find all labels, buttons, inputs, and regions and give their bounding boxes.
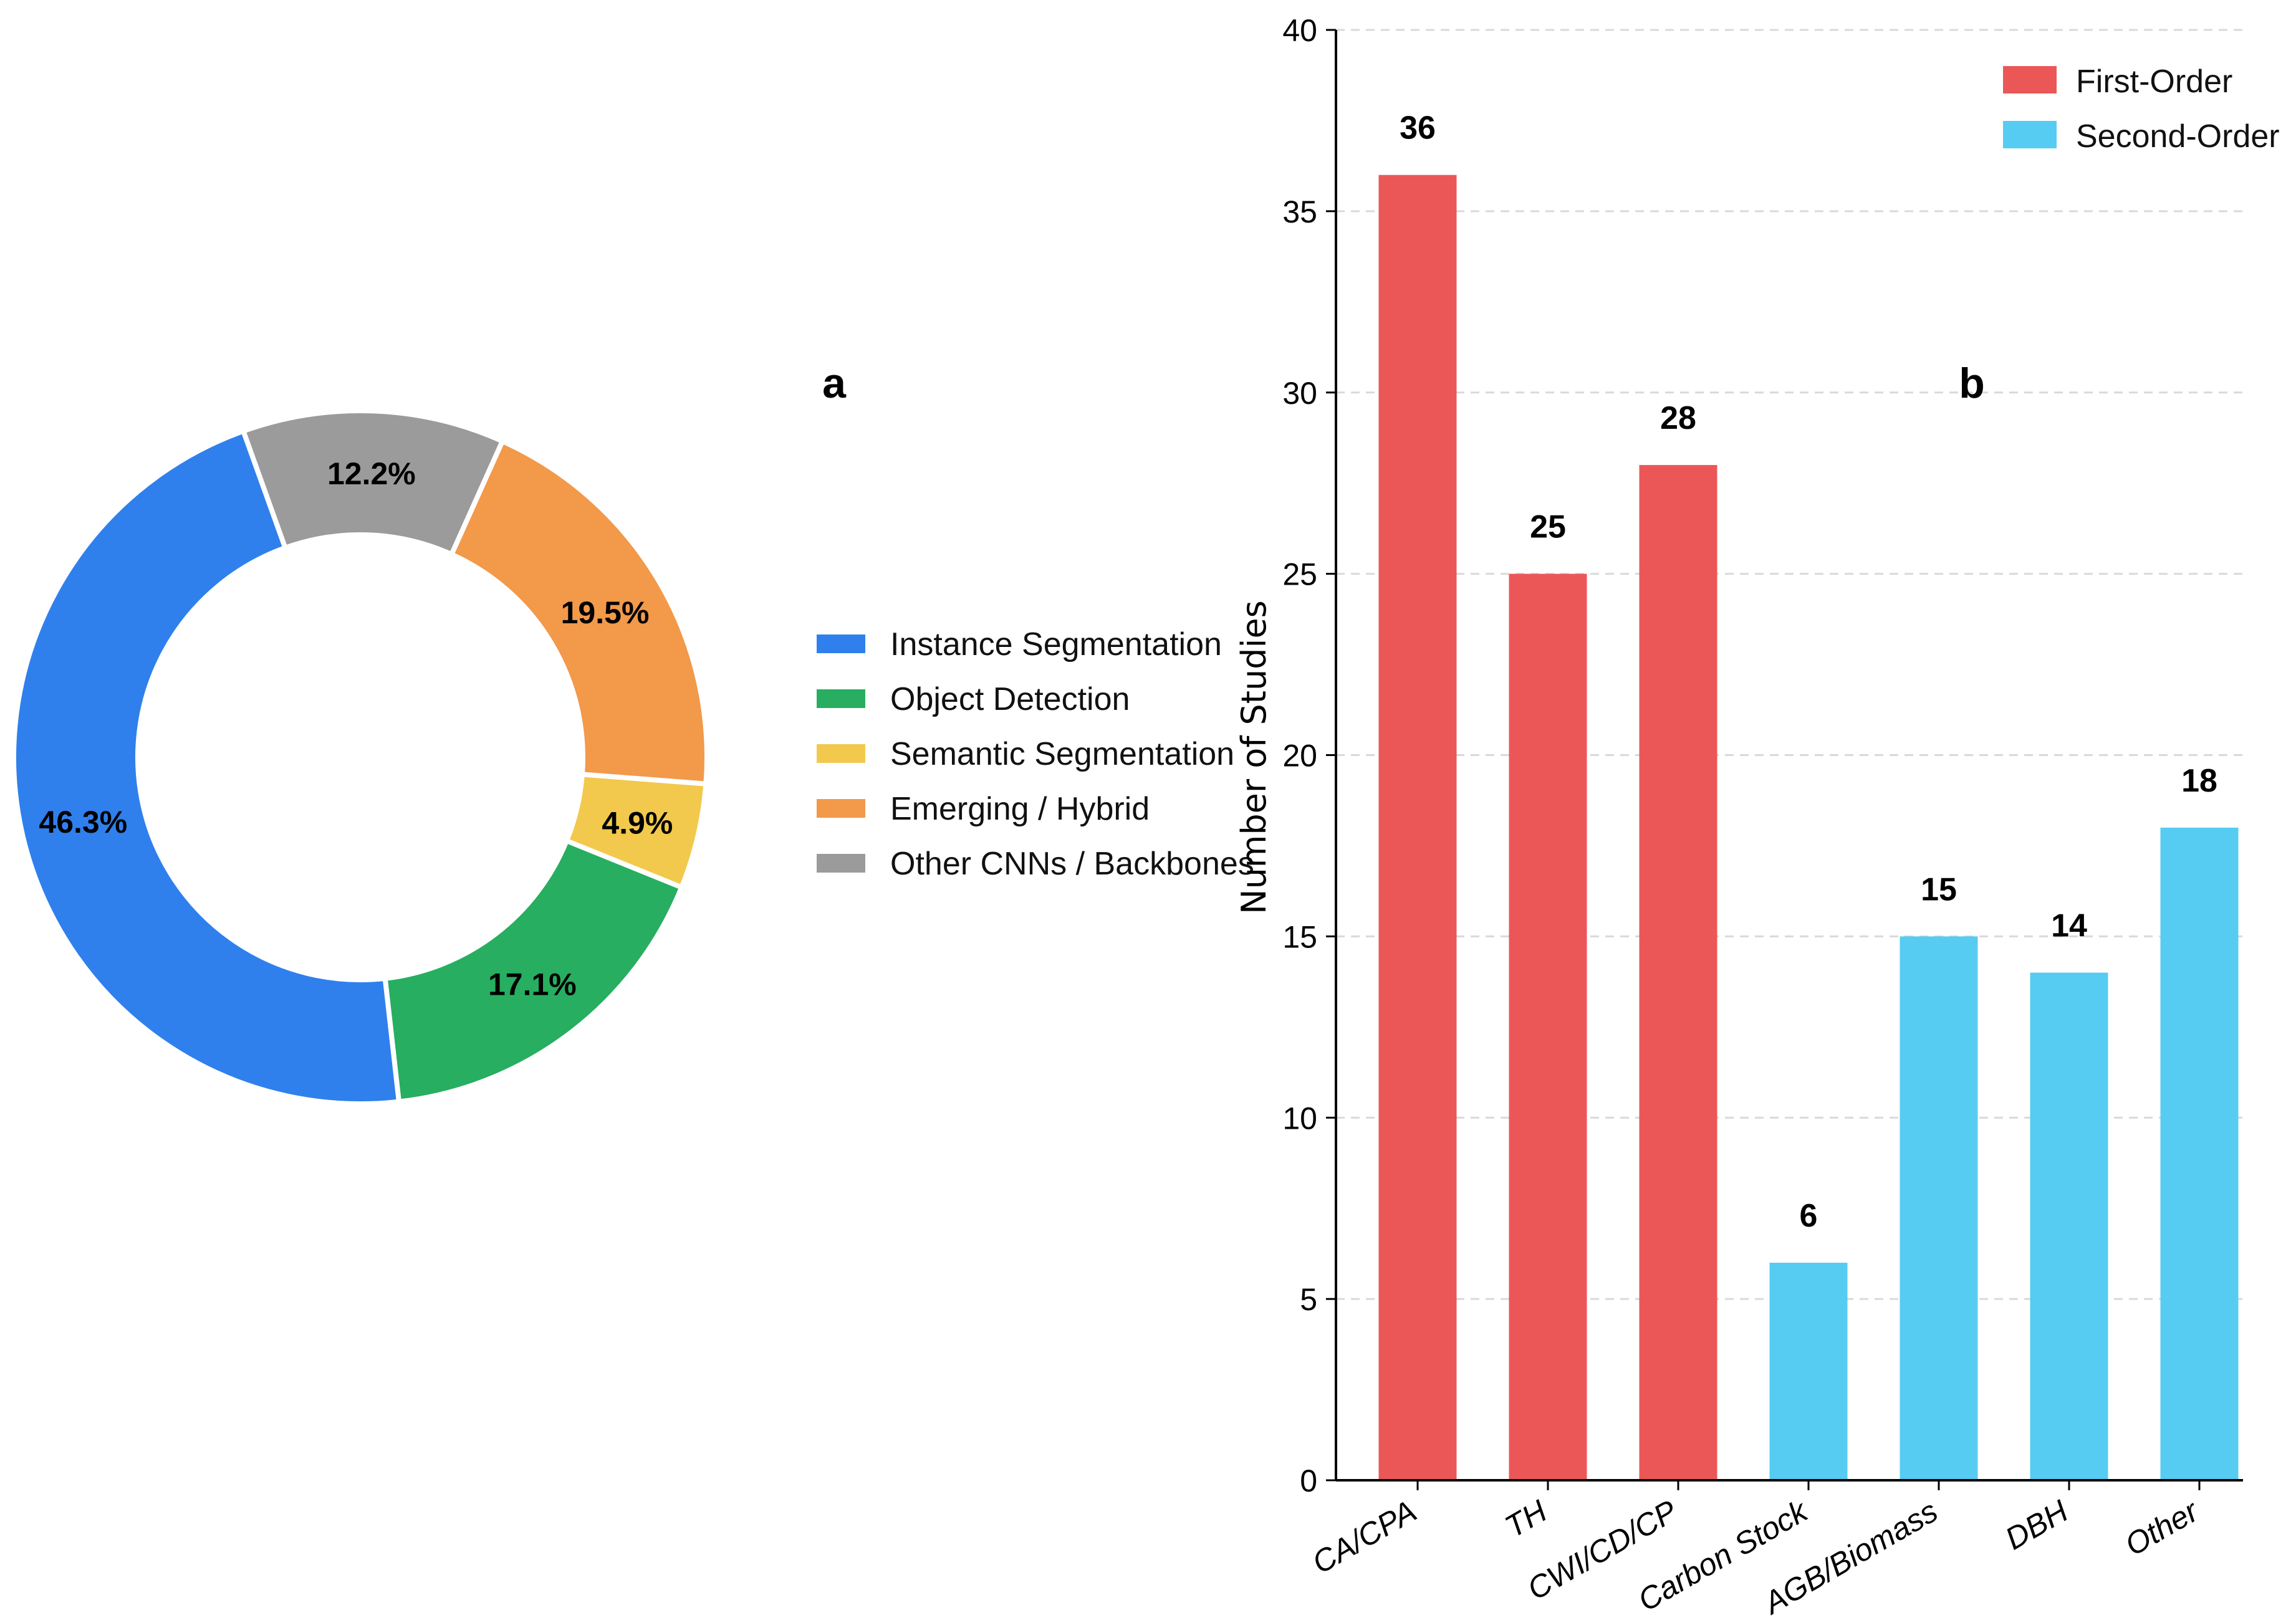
y-tick-label: 20 (1282, 739, 1317, 773)
x-tick-label: CA/CPA (1306, 1493, 1422, 1581)
pie-legend-swatch-object-detection (817, 689, 865, 708)
donut-slice-instance-segmentation (11, 428, 402, 1106)
y-tick-label: 25 (1282, 557, 1317, 592)
bar-value-label: 25 (1530, 509, 1566, 545)
bar-value-label: 6 (1800, 1198, 1818, 1234)
bar-th (1509, 573, 1587, 1480)
pie-legend: Instance Segmentation Object Detection Sem… (817, 626, 1254, 882)
panel-label-a: a (822, 360, 847, 407)
panel-label-b: b (1959, 360, 1985, 407)
bar-value-label: 15 (1921, 871, 1957, 907)
pie-legend-label-emerging-hybrid: Emerging / Hybrid (890, 791, 1150, 827)
y-tick-label: 10 (1282, 1101, 1317, 1136)
bar-value-labels: 36 25 28 6 15 14 18 (1400, 110, 2217, 1234)
pie-legend-label-object-detection: Object Detection (890, 681, 1130, 717)
y-tick-label: 40 (1282, 13, 1317, 48)
bar-legend-swatch-second-order (2003, 121, 2057, 148)
y-tick-label: 30 (1282, 376, 1317, 411)
donut-slice-emerging-hybrid (448, 438, 709, 787)
pie-legend-swatch-other-cnns-backbones (817, 854, 865, 873)
y-tick-label: 15 (1282, 919, 1317, 954)
donut-chart (11, 408, 709, 1106)
y-tick-label: 35 (1282, 194, 1317, 229)
donut-value-labels: 46.3% 17.1% 4.9% 19.5% 12.2% (39, 456, 673, 1002)
pie-legend-label-instance-segmentation: Instance Segmentation (890, 626, 1222, 663)
donut-value-label: 46.3% (39, 805, 127, 840)
x-tick-label: Other (2119, 1493, 2205, 1563)
bar-value-label: 18 (2181, 763, 2217, 799)
pie-legend-swatch-emerging-hybrid (817, 799, 865, 818)
bar-legend-label-second-order: Second-Order (2076, 118, 2280, 155)
bar-cwi-cd-cp (1639, 465, 1717, 1480)
pie-legend-label-semantic-segmentation: Semantic Segmentation (890, 736, 1234, 772)
bar-series (1378, 175, 2239, 1481)
y-tick-label: 0 (1300, 1463, 1317, 1498)
bar-axes (1326, 29, 2243, 1490)
bar-value-label: 28 (1660, 400, 1696, 436)
bar-ca-cpa (1378, 175, 1457, 1481)
donut-value-label: 19.5% (561, 595, 650, 630)
bar-other (2160, 827, 2239, 1480)
pie-legend-swatch-semantic-segmentation (817, 744, 865, 763)
y-tick-labels: 0 5 10 15 20 25 30 35 40 (1282, 13, 1317, 1498)
donut-slice-other-cnns-backbones (240, 408, 506, 558)
bar-carbon-stock (1769, 1262, 1848, 1480)
bar-agb-biomass (1900, 936, 1978, 1480)
donut-value-label: 17.1% (488, 967, 577, 1002)
x-tick-label: DBH (1999, 1493, 2074, 1557)
bar-value-label: 14 (2051, 908, 2087, 944)
pie-legend-label-other-cnns-backbones: Other CNNs / Backbones (890, 846, 1254, 882)
bar-legend-label-first-order: First-Order (2076, 64, 2232, 100)
bar-legend: First-Order Second-Order (2003, 64, 2280, 155)
bar-dbh (2030, 972, 2108, 1480)
bar-value-label: 36 (1400, 110, 1436, 146)
x-tick-label: TH (1499, 1493, 1553, 1544)
pie-legend-swatch-instance-segmentation (817, 634, 865, 653)
bar-legend-swatch-first-order (2003, 66, 2057, 93)
donut-value-label: 12.2% (327, 456, 416, 491)
y-axis-label: Number of Studies (1234, 600, 1274, 914)
donut-slice-object-detection (382, 837, 685, 1104)
y-tick-label: 5 (1300, 1282, 1317, 1317)
donut-value-label: 4.9% (602, 805, 673, 840)
